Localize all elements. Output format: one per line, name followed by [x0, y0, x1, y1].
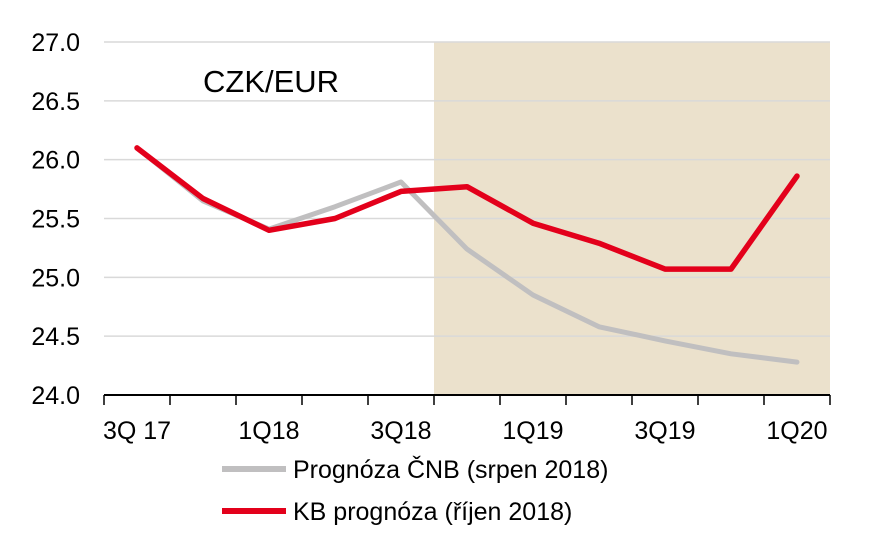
y-tick-label: 26.5	[31, 88, 80, 116]
x-tick-label: 3Q 17	[103, 417, 171, 445]
x-tick-label: 1Q20	[766, 417, 827, 445]
axes	[103, 394, 831, 405]
x-tick-label: 3Q18	[370, 417, 431, 445]
chart-title: CZK/EUR	[203, 64, 339, 99]
x-tick-label: 3Q19	[634, 417, 695, 445]
legend: Prognóza ČNB (srpen 2018) KB prognóza (ří…	[222, 455, 608, 526]
y-tick-label: 25.0	[31, 264, 80, 292]
y-tick-label: 24.5	[31, 323, 80, 351]
y-tick-label: 24.0	[31, 382, 80, 410]
legend-label: Prognóza ČNB (srpen 2018)	[293, 455, 608, 484]
x-tick-label: 1Q19	[502, 417, 563, 445]
gridlines	[104, 41, 830, 337]
legend-label: KB prognóza (říjen 2018)	[293, 498, 572, 526]
y-tick-label: 25.5	[31, 206, 80, 234]
series-lines	[134, 145, 800, 365]
series-line-2	[134, 145, 800, 272]
y-tick-label: 26.0	[31, 147, 80, 175]
x-tick-label: 1Q18	[238, 417, 299, 445]
x-axis-ticks: 3Q 17 1Q18 3Q18 1Q19 3Q19 1Q20	[103, 417, 828, 445]
y-axis-ticks: 24.0 24.5 25.0 25.5 26.0 26.5 27.0	[31, 29, 80, 410]
y-tick-label: 27.0	[31, 29, 80, 57]
